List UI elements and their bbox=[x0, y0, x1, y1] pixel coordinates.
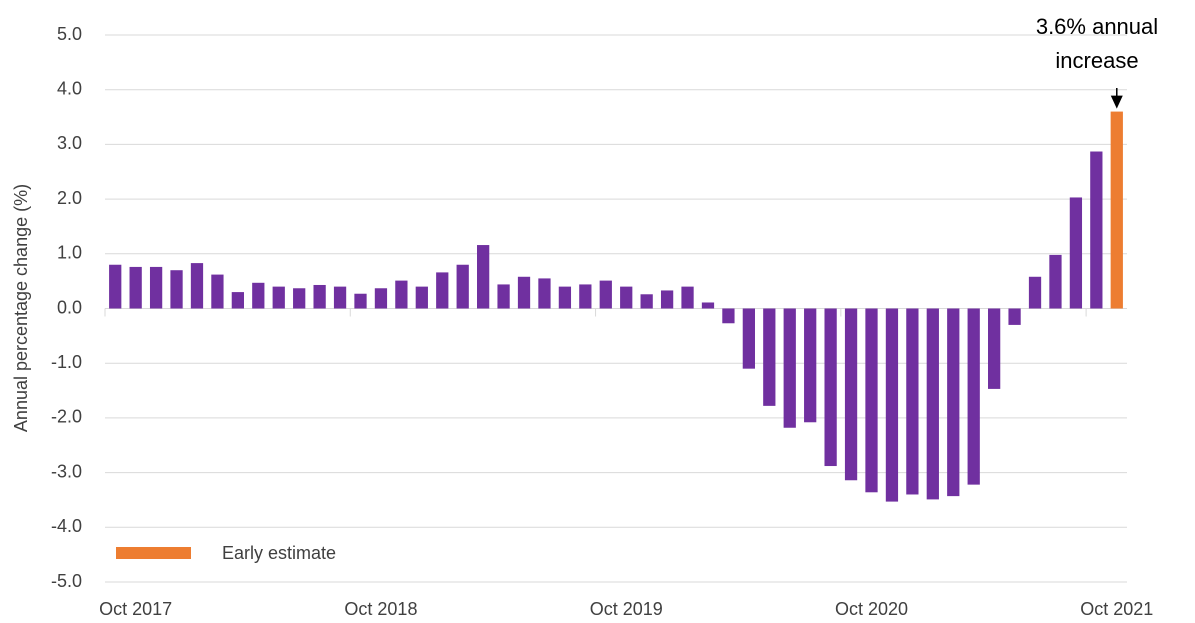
bar bbox=[477, 245, 490, 309]
bar bbox=[558, 286, 572, 309]
x-tick-label: Oct 2021 bbox=[1080, 599, 1153, 619]
bar bbox=[354, 293, 367, 309]
annotation: increase bbox=[1055, 48, 1138, 73]
bar bbox=[1028, 276, 1042, 309]
bar bbox=[497, 284, 510, 309]
bar bbox=[1008, 308, 1021, 325]
bar bbox=[620, 286, 633, 309]
x-tick-label: Oct 2019 bbox=[590, 599, 663, 619]
bar bbox=[517, 276, 531, 309]
legend-swatch bbox=[116, 547, 191, 559]
x-tick-label: Oct 2020 bbox=[835, 599, 908, 619]
bar bbox=[374, 288, 388, 309]
bar bbox=[231, 292, 244, 309]
bar bbox=[538, 278, 551, 309]
y-tick-label: -4.0 bbox=[51, 516, 82, 536]
y-tick-label: -1.0 bbox=[51, 352, 82, 372]
y-tick-label: 4.0 bbox=[57, 78, 82, 98]
bar bbox=[252, 282, 265, 309]
bar bbox=[272, 286, 285, 309]
bar bbox=[722, 308, 735, 324]
bar bbox=[804, 308, 817, 423]
x-tick-label: Oct 2018 bbox=[344, 599, 417, 619]
y-tick-label: 3.0 bbox=[57, 133, 82, 153]
bar bbox=[742, 308, 755, 369]
bar bbox=[579, 284, 592, 309]
bar bbox=[701, 302, 715, 309]
bar bbox=[783, 308, 796, 428]
y-tick-label: -2.0 bbox=[51, 407, 82, 427]
bar bbox=[660, 290, 674, 309]
bar bbox=[415, 286, 428, 309]
bar bbox=[763, 308, 776, 406]
bar bbox=[109, 264, 122, 309]
bar bbox=[211, 274, 224, 309]
bar bbox=[313, 284, 326, 309]
y-tick-label: -5.0 bbox=[51, 571, 82, 591]
bar bbox=[926, 308, 939, 500]
bar bbox=[1110, 111, 1123, 309]
y-tick-label: 2.0 bbox=[57, 188, 82, 208]
bar bbox=[681, 286, 694, 309]
bar bbox=[988, 308, 1001, 389]
bar bbox=[129, 266, 142, 309]
bar bbox=[333, 286, 347, 309]
bar bbox=[395, 280, 408, 309]
bar bbox=[906, 308, 919, 495]
bar bbox=[640, 294, 653, 309]
bar bbox=[1069, 197, 1083, 309]
bar bbox=[190, 263, 204, 309]
bar bbox=[170, 270, 183, 309]
bar bbox=[149, 266, 163, 309]
bar bbox=[824, 308, 837, 467]
y-tick-label: 5.0 bbox=[57, 24, 82, 44]
bar bbox=[1049, 254, 1062, 309]
annotation-arrowhead bbox=[1110, 95, 1123, 109]
bar bbox=[865, 308, 878, 493]
bar bbox=[599, 280, 612, 309]
bar bbox=[293, 288, 306, 309]
bar bbox=[885, 308, 899, 502]
bar bbox=[436, 272, 449, 309]
bar bbox=[967, 308, 980, 485]
bar bbox=[947, 308, 960, 497]
bar bbox=[844, 308, 858, 481]
legend-label: Early estimate bbox=[222, 543, 336, 563]
x-tick-label: Oct 2017 bbox=[99, 599, 172, 619]
y-tick-label: 0.0 bbox=[57, 297, 82, 317]
bar bbox=[1090, 151, 1103, 309]
bar bbox=[456, 264, 469, 309]
y-axis-title: Annual percentage change (%) bbox=[11, 184, 31, 432]
annotation: 3.6% annual bbox=[1036, 14, 1158, 39]
y-tick-label: -3.0 bbox=[51, 461, 82, 481]
y-tick-label: 1.0 bbox=[57, 243, 82, 263]
